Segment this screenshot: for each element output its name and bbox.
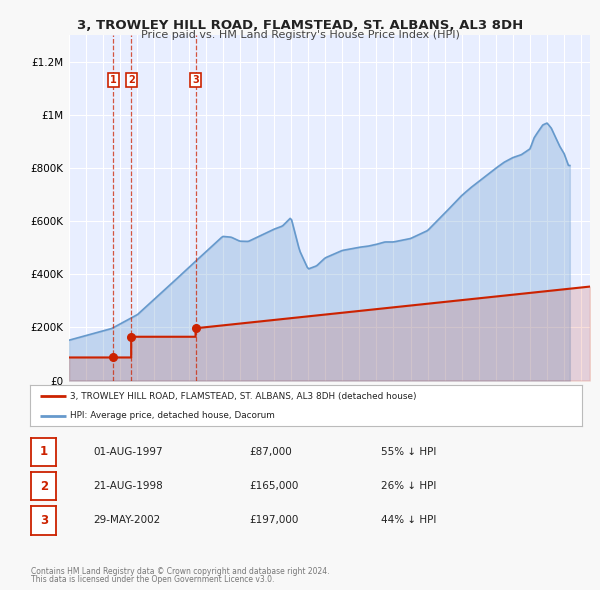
Text: 2: 2 [40, 480, 48, 493]
Text: 26% ↓ HPI: 26% ↓ HPI [381, 481, 436, 491]
Text: £197,000: £197,000 [249, 516, 298, 525]
Text: Contains HM Land Registry data © Crown copyright and database right 2024.: Contains HM Land Registry data © Crown c… [31, 567, 330, 576]
Text: 1: 1 [110, 76, 116, 86]
Text: 1: 1 [40, 445, 48, 458]
Text: 2: 2 [128, 76, 134, 86]
Text: HPI: Average price, detached house, Dacorum: HPI: Average price, detached house, Daco… [70, 411, 275, 420]
Text: 3, TROWLEY HILL ROAD, FLAMSTEAD, ST. ALBANS, AL3 8DH (detached house): 3, TROWLEY HILL ROAD, FLAMSTEAD, ST. ALB… [70, 392, 416, 401]
Text: 3, TROWLEY HILL ROAD, FLAMSTEAD, ST. ALBANS, AL3 8DH: 3, TROWLEY HILL ROAD, FLAMSTEAD, ST. ALB… [77, 19, 523, 32]
Text: £87,000: £87,000 [249, 447, 292, 457]
Text: 21-AUG-1998: 21-AUG-1998 [93, 481, 163, 491]
Text: Price paid vs. HM Land Registry's House Price Index (HPI): Price paid vs. HM Land Registry's House … [140, 30, 460, 40]
Text: £165,000: £165,000 [249, 481, 298, 491]
Text: 3: 3 [192, 76, 199, 86]
Text: 44% ↓ HPI: 44% ↓ HPI [381, 516, 436, 525]
Text: 55% ↓ HPI: 55% ↓ HPI [381, 447, 436, 457]
Text: 3: 3 [40, 514, 48, 527]
Text: 01-AUG-1997: 01-AUG-1997 [93, 447, 163, 457]
Text: This data is licensed under the Open Government Licence v3.0.: This data is licensed under the Open Gov… [31, 575, 275, 584]
Text: 29-MAY-2002: 29-MAY-2002 [93, 516, 160, 525]
